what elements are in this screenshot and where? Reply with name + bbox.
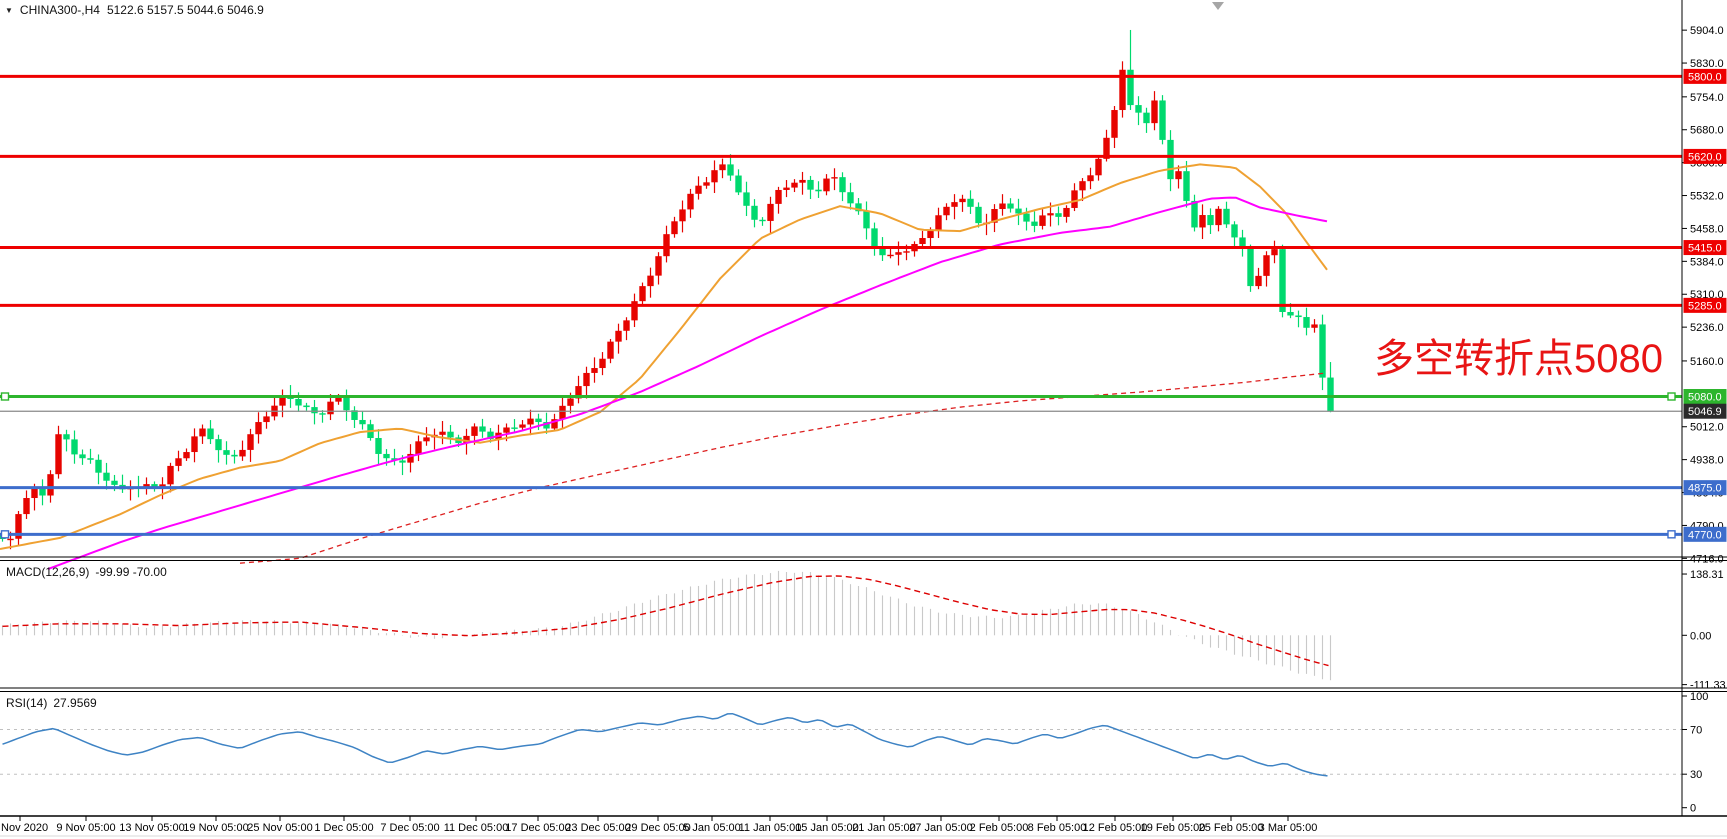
price-tag-5285.0: 5285.0 (1683, 297, 1727, 313)
rsi-pane (0, 712, 1682, 777)
time-tick-label: 11 Jan 05:00 (739, 822, 802, 834)
price-tick-label: 5458.0 (1690, 223, 1724, 235)
time-tick-label: 2 Feb 05:00 (970, 822, 1029, 834)
line-handle[interactable] (1667, 392, 1676, 401)
price-tick-label: 5532.0 (1690, 191, 1724, 203)
time-tick-label: 7 Dec 05:00 (380, 822, 439, 834)
time-tick-label: 12 Feb 05:00 (1083, 822, 1148, 834)
time-tick-label: 15 Jan 05:00 (795, 822, 859, 834)
time-tick-label: 13 Nov 05:00 (119, 822, 184, 834)
price-tag-5046.9: 5046.9 (1683, 403, 1727, 419)
price-tick-label: 5236.0 (1690, 322, 1724, 334)
time-tick-label: 17 Dec 05:00 (505, 822, 570, 834)
time-tick-label: 19 Nov 05:00 (183, 822, 248, 834)
chart-shift-marker-icon[interactable] (1212, 2, 1224, 10)
level-lines[interactable] (0, 74, 1682, 539)
svg-text:5080.0: 5080.0 (1688, 392, 1722, 404)
svg-text:5046.9: 5046.9 (1688, 406, 1722, 418)
price-tag-4770.0: 4770.0 (1683, 526, 1727, 542)
price-tick-label: 5384.0 (1690, 256, 1724, 268)
time-tick-label: 3 Mar 05:00 (1259, 822, 1318, 834)
time-tick-label: 27 Jan 05:00 (909, 822, 973, 834)
price-tick-label: 5830.0 (1690, 58, 1724, 70)
level-line-4770.0[interactable] (0, 530, 1682, 539)
time-tick-label: 21 Jan 05:00 (852, 822, 916, 834)
price-tag-4875.0: 4875.0 (1683, 480, 1727, 496)
macd-tick-label: -111.33 (1690, 680, 1726, 692)
level-line-5080.0[interactable] (0, 392, 1682, 401)
price-axis[interactable]: 5904.05830.05754.05680.05606.05532.05458… (1681, 0, 1727, 816)
rsi-tick-label: 0 (1690, 803, 1696, 815)
macd-pane (1, 570, 1332, 681)
rsi-tick-label: 30 (1690, 769, 1702, 781)
rsi-tick-label: 70 (1690, 725, 1702, 737)
price-tick-label: 5754.0 (1690, 92, 1724, 104)
price-tag-5620.0: 5620.0 (1683, 148, 1727, 164)
price-tick-label: 5680.0 (1690, 125, 1724, 137)
price-tag-5800.0: 5800.0 (1683, 68, 1727, 84)
macd-tick-label: 138.31 (1690, 569, 1724, 581)
svg-text:4875.0: 4875.0 (1688, 483, 1722, 495)
pane-separators[interactable] (0, 556, 1727, 837)
price-tag-5415.0: 5415.0 (1683, 240, 1727, 256)
price-tick-label: 4938.0 (1690, 455, 1724, 467)
svg-text:5415.0: 5415.0 (1688, 243, 1722, 255)
time-tick-label: 3 Nov 2020 (0, 822, 48, 834)
svg-text:5620.0: 5620.0 (1688, 151, 1722, 163)
line-handle[interactable] (0, 530, 10, 539)
price-tag-5080.0: 5080.0 (1683, 389, 1727, 404)
macd-tick-label: 0.00 (1690, 630, 1711, 642)
line-handle[interactable] (0, 392, 10, 401)
time-tick-label: 29 Dec 05:00 (625, 822, 690, 834)
price-tick-label: 5160.0 (1690, 356, 1724, 368)
price-tick-label: 4716.0 (1690, 553, 1724, 565)
time-tick-label: 5 Jan 05:00 (683, 822, 741, 834)
svg-text:5800.0: 5800.0 (1688, 71, 1722, 83)
time-tick-label: 1 Dec 05:00 (314, 822, 373, 834)
ma-red-line (239, 372, 1328, 564)
time-tick-label: 8 Feb 05:00 (1028, 822, 1087, 834)
time-tick-label: 25 Nov 05:00 (247, 822, 312, 834)
time-tick-label: 11 Dec 05:00 (444, 822, 509, 834)
ma-magenta-line (47, 196, 1328, 570)
svg-text:5285.0: 5285.0 (1688, 300, 1722, 312)
time-tick-label: 25 Feb 05:00 (1199, 822, 1264, 834)
price-tick-label: 5012.0 (1690, 422, 1724, 434)
line-handle[interactable] (1667, 530, 1676, 539)
svg-text:4770.0: 4770.0 (1688, 529, 1722, 541)
rsi-tick-label: 100 (1690, 691, 1708, 703)
time-tick-label: 9 Nov 05:00 (56, 822, 115, 834)
price-tick-label: 5904.0 (1690, 25, 1724, 37)
time-tick-label: 19 Feb 05:00 (1141, 822, 1206, 834)
ma-orange-line (0, 163, 1328, 550)
time-tick-label: 23 Dec 05:00 (565, 822, 630, 834)
